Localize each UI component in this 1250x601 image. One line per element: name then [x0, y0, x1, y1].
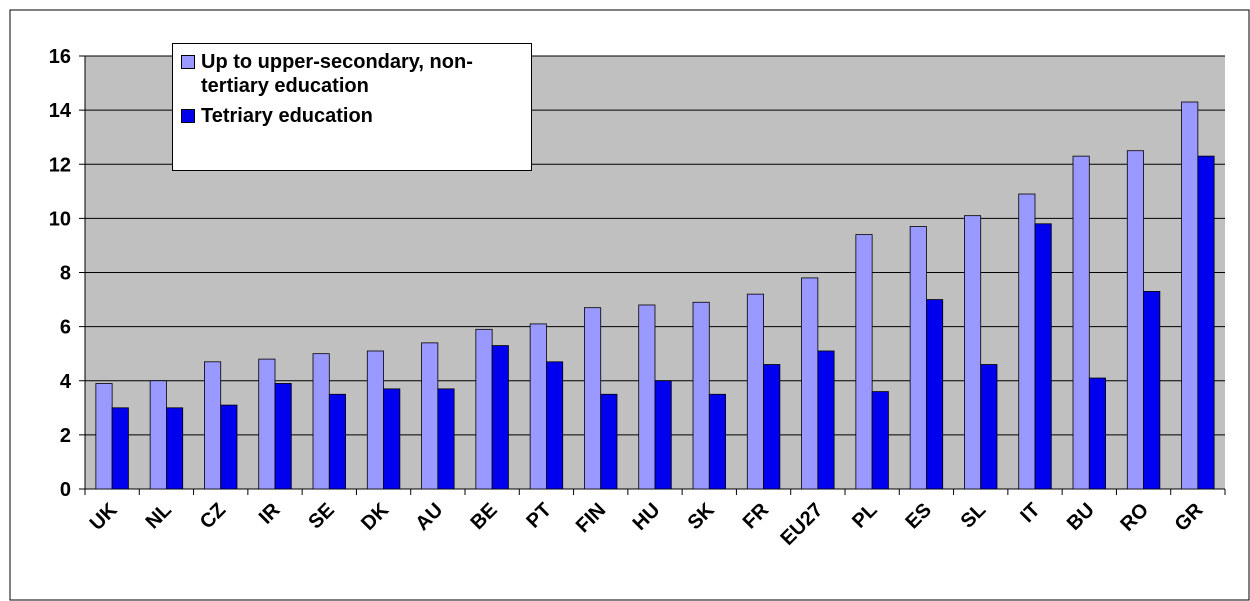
y-tick-label: 2: [60, 425, 71, 447]
legend-label: Up to upper-secondary, non-tertiary educ…: [201, 51, 473, 97]
legend-item: Tetriary education: [181, 104, 523, 128]
bar: [638, 304, 656, 490]
bar: [980, 364, 998, 490]
legend-item: Up to upper-secondary, non-tertiary educ…: [181, 50, 523, 98]
bar: [763, 364, 781, 490]
bar: [746, 293, 764, 490]
bar: [1088, 377, 1106, 490]
legend-swatch: [181, 55, 195, 69]
y-tick-label: 6: [60, 317, 71, 339]
legend-label: Tetriary education: [201, 105, 373, 127]
bar: [1181, 101, 1199, 490]
bar: [1143, 291, 1161, 490]
bar: [708, 393, 726, 490]
bar: [111, 407, 129, 490]
bar: [220, 404, 238, 490]
legend-swatch: [181, 109, 195, 123]
bar: [1072, 155, 1090, 490]
bar: [801, 277, 819, 490]
y-tick-label: 8: [60, 263, 71, 285]
y-tick-label: 16: [49, 46, 71, 68]
bar: [166, 407, 184, 490]
bar: [600, 393, 618, 490]
bar: [95, 383, 113, 490]
bar: [529, 323, 547, 490]
bar: [491, 345, 509, 490]
y-tick-label: 14: [49, 100, 72, 122]
bar: [855, 234, 873, 490]
bar: [149, 380, 167, 490]
bar: [909, 226, 927, 490]
bar: [383, 388, 401, 490]
bar: [204, 361, 222, 490]
bar: [964, 215, 982, 490]
y-tick-label: 0: [60, 479, 71, 501]
bar: [1034, 223, 1052, 490]
bar: [366, 350, 384, 490]
bar: [1126, 150, 1144, 490]
bar: [274, 383, 292, 490]
bar: [926, 299, 944, 490]
bar: [817, 350, 835, 490]
y-tick-label: 10: [49, 208, 71, 230]
bar: [421, 342, 439, 490]
bar: [692, 301, 710, 490]
y-tick-label: 12: [49, 154, 71, 176]
bar: [654, 380, 672, 490]
bar: [1197, 155, 1215, 490]
bar: [328, 393, 346, 490]
bar: [258, 358, 276, 490]
bar: [475, 328, 493, 490]
bar: [312, 353, 330, 490]
bar: [437, 388, 455, 490]
bar: [546, 361, 564, 490]
y-tick-label: 4: [60, 371, 72, 393]
bar: [584, 307, 602, 490]
bar: [871, 391, 889, 490]
bar: [1018, 193, 1036, 490]
legend: Up to upper-secondary, non-tertiary educ…: [172, 43, 532, 171]
